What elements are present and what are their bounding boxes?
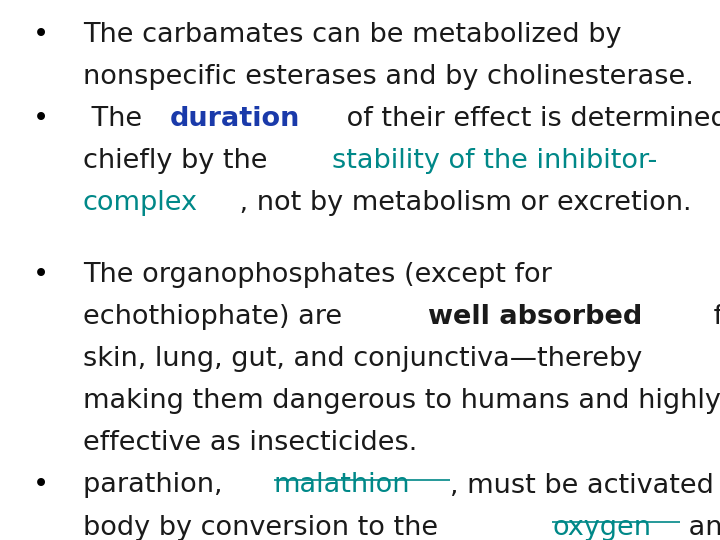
Text: echothiophate) are: echothiophate) are: [83, 304, 351, 330]
Text: complex: complex: [83, 190, 198, 216]
Text: parathion,: parathion,: [83, 472, 231, 498]
Text: effective as insecticides.: effective as insecticides.: [83, 430, 417, 456]
Text: body by conversion to the: body by conversion to the: [83, 515, 446, 540]
Text: The: The: [83, 106, 150, 132]
Text: The organophosphates (except for: The organophosphates (except for: [83, 262, 552, 288]
Text: well absorbed: well absorbed: [428, 304, 642, 330]
Text: , not by metabolism or excretion.: , not by metabolism or excretion.: [231, 190, 692, 216]
Text: of their effect is determined: of their effect is determined: [338, 106, 720, 132]
Text: stability of the inhibitor-: stability of the inhibitor-: [332, 148, 657, 174]
Text: chiefly by the: chiefly by the: [83, 148, 276, 174]
Text: •: •: [32, 106, 48, 132]
Text: analogs: analogs: [680, 515, 720, 540]
Text: from the: from the: [705, 304, 720, 330]
Text: skin, lung, gut, and conjunctiva—thereby: skin, lung, gut, and conjunctiva—thereby: [83, 346, 642, 372]
Text: •: •: [32, 22, 48, 48]
Text: duration: duration: [170, 106, 300, 132]
Text: The carbamates can be metabolized by: The carbamates can be metabolized by: [83, 22, 621, 48]
Text: malathion: malathion: [274, 472, 410, 498]
Text: nonspecific esterases and by cholinesterase.: nonspecific esterases and by cholinester…: [83, 64, 693, 90]
Text: oxygen: oxygen: [552, 515, 651, 540]
Text: making them dangerous to humans and highly: making them dangerous to humans and high…: [83, 388, 720, 414]
Text: •: •: [32, 262, 48, 288]
Text: •: •: [32, 472, 48, 498]
Text: , must be activated in the: , must be activated in the: [450, 472, 720, 498]
